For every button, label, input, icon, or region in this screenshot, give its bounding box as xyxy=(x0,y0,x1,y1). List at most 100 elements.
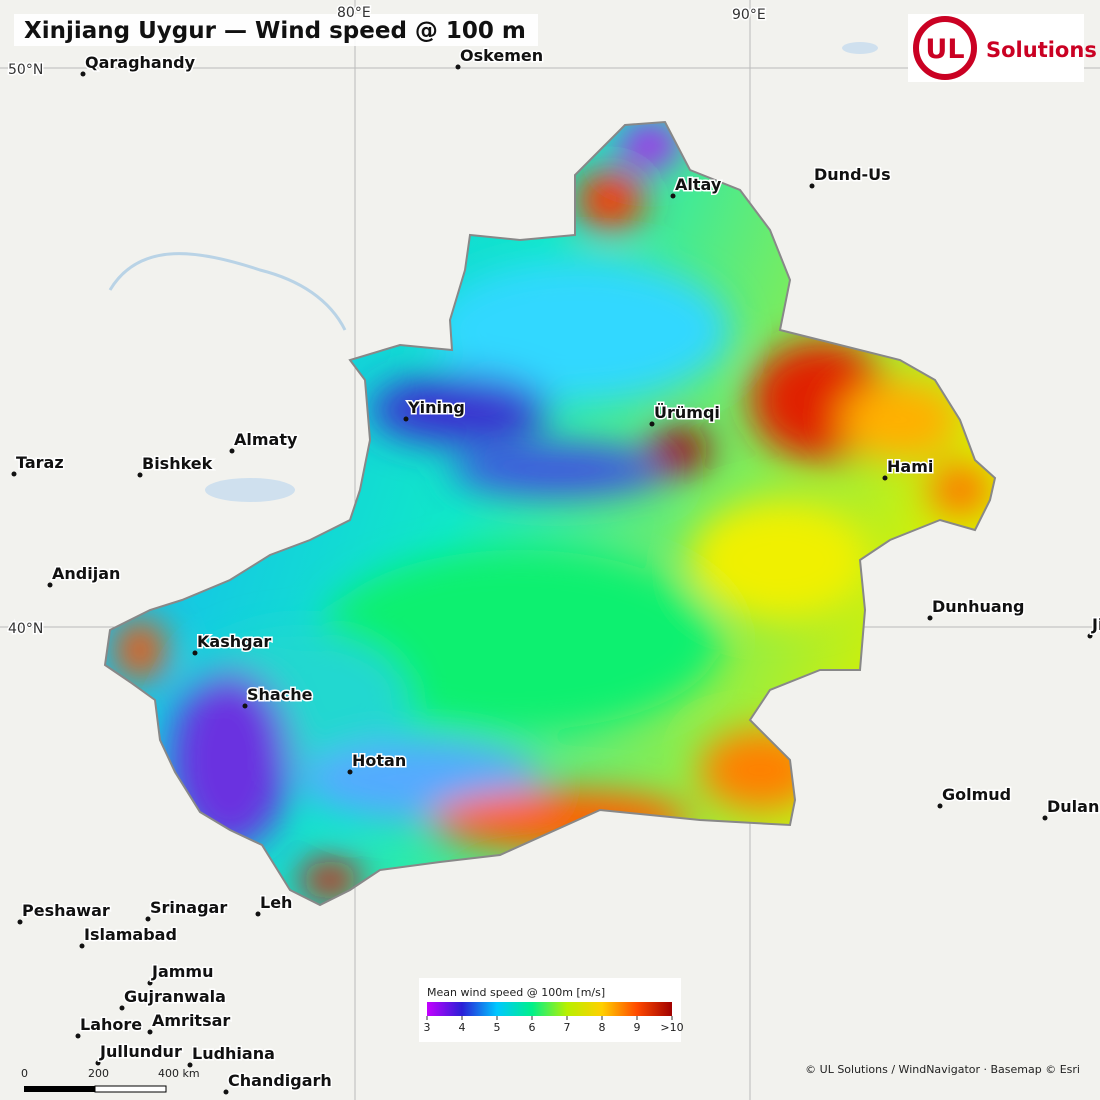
city-dot xyxy=(223,1089,229,1095)
city-dot xyxy=(187,1062,193,1068)
title-box xyxy=(14,14,538,46)
city-label: Gujranwala xyxy=(124,987,226,1006)
city-label: Jammu xyxy=(151,962,213,981)
city-dot xyxy=(47,582,53,588)
logo-ring xyxy=(913,16,977,80)
city-dot xyxy=(75,1033,81,1039)
city-label: Andijan xyxy=(52,564,120,583)
lon-label: 90°E xyxy=(732,7,766,23)
city-label: Altay xyxy=(675,175,722,194)
scale-label: 400 km xyxy=(158,1067,200,1080)
lat-label: 50°N xyxy=(8,62,43,78)
scale-bar-segment xyxy=(24,1086,95,1092)
lon-label: 80°E xyxy=(337,5,371,21)
city-label: Dund-Us xyxy=(814,165,891,184)
city-label: Hotan xyxy=(352,751,406,770)
city-dot xyxy=(927,615,933,621)
map-title: Xinjiang Uygur — Wind speed @ 100 m xyxy=(24,18,526,44)
logo-mark: UL xyxy=(925,34,964,65)
city-label: Bishkek xyxy=(142,454,213,473)
city-label: Dulan xyxy=(1047,797,1099,816)
city-label: Srinagar xyxy=(150,898,227,917)
city-label: Golmud xyxy=(942,785,1011,804)
city-label: Amritsar xyxy=(152,1011,230,1030)
city-label: Islamabad xyxy=(84,925,177,944)
city-dot xyxy=(809,183,815,189)
raster-patch xyxy=(650,425,710,475)
city-dot xyxy=(403,416,409,422)
city-dot xyxy=(80,71,86,77)
city-label: Lahore xyxy=(80,1015,142,1034)
raster-patch xyxy=(115,620,165,680)
river xyxy=(108,252,347,331)
raster-patch xyxy=(170,670,290,850)
city-dot xyxy=(255,911,261,917)
legend-tick-label: 3 xyxy=(424,1021,431,1034)
raster-patch xyxy=(575,170,645,230)
city-label: Almaty xyxy=(234,430,298,449)
city-labels: Qaraghandy Oskemen Altay Dund-Us Yining Ürümq… xyxy=(11,45,1100,1095)
legend-tick-label: 9 xyxy=(634,1021,641,1034)
city-dot xyxy=(229,448,235,454)
city-dot xyxy=(455,64,461,70)
city-label: Yining xyxy=(407,398,465,417)
city-label: Taraz xyxy=(16,453,64,472)
legend-ticks: 3 4 5 6 7 8 9 >10 xyxy=(424,1016,684,1034)
raster-patch xyxy=(620,125,680,165)
city-dot xyxy=(11,471,17,477)
raster-patch xyxy=(320,550,720,730)
attribution: © UL Solutions / WindNavigator · Basemap… xyxy=(805,1063,1080,1076)
city-label: Oskemen xyxy=(460,46,543,65)
city-dot xyxy=(147,1029,153,1035)
city-dot xyxy=(347,769,353,775)
raster-patch xyxy=(300,860,360,900)
legend-title: Mean wind speed @ 100m [m/s] xyxy=(427,986,605,999)
legend-tick-label: 7 xyxy=(564,1021,571,1034)
city-label: Dunhuang xyxy=(932,597,1024,616)
legend-tick-label: 5 xyxy=(494,1021,501,1034)
logo-text: Solutions xyxy=(986,38,1097,62)
city-dot xyxy=(147,980,153,986)
city-label: Jiayuguan xyxy=(1091,615,1100,634)
lake xyxy=(842,42,878,54)
scale-label: 200 xyxy=(88,1067,109,1080)
scale-bar-segment xyxy=(94,1085,167,1093)
city-dot xyxy=(882,475,888,481)
city-dot xyxy=(95,1060,101,1066)
city-dot xyxy=(145,916,151,922)
raster-patch xyxy=(930,465,990,515)
legend-tick-label: >10 xyxy=(660,1021,683,1034)
raster-patch xyxy=(450,445,670,495)
raster-patch xyxy=(840,380,960,460)
city-dot xyxy=(1042,815,1048,821)
raster-patch xyxy=(370,375,550,445)
raster-patch xyxy=(430,260,730,400)
city-dot xyxy=(1087,633,1093,639)
city-label: Peshawar xyxy=(22,901,110,920)
city-label: Qaraghandy xyxy=(85,53,196,72)
city-label: Leh xyxy=(260,893,292,912)
raster-patch xyxy=(690,500,870,620)
city-label: Ludhiana xyxy=(192,1044,275,1063)
legend-colorbar xyxy=(427,1002,672,1016)
legend-tick-label: 8 xyxy=(599,1021,606,1034)
city-dot xyxy=(79,943,85,949)
city-label: Shache xyxy=(247,685,313,704)
city-dot xyxy=(670,193,676,199)
city-dot xyxy=(137,472,143,478)
city-dot xyxy=(119,1005,125,1011)
city-label: Chandigarh xyxy=(228,1071,332,1090)
city-label: Kashgar xyxy=(197,632,271,651)
region-outline xyxy=(103,120,997,907)
city-label: Hami xyxy=(887,457,933,476)
legend-tick-label: 4 xyxy=(459,1021,466,1034)
city-label: Ürümqi xyxy=(654,403,720,422)
city-dot xyxy=(937,803,943,809)
legend-tick-label: 6 xyxy=(529,1021,536,1034)
city-label: Jullundur xyxy=(99,1042,182,1061)
city-dot xyxy=(192,650,198,656)
city-dot xyxy=(17,919,23,925)
scale-label: 0 xyxy=(21,1067,28,1080)
